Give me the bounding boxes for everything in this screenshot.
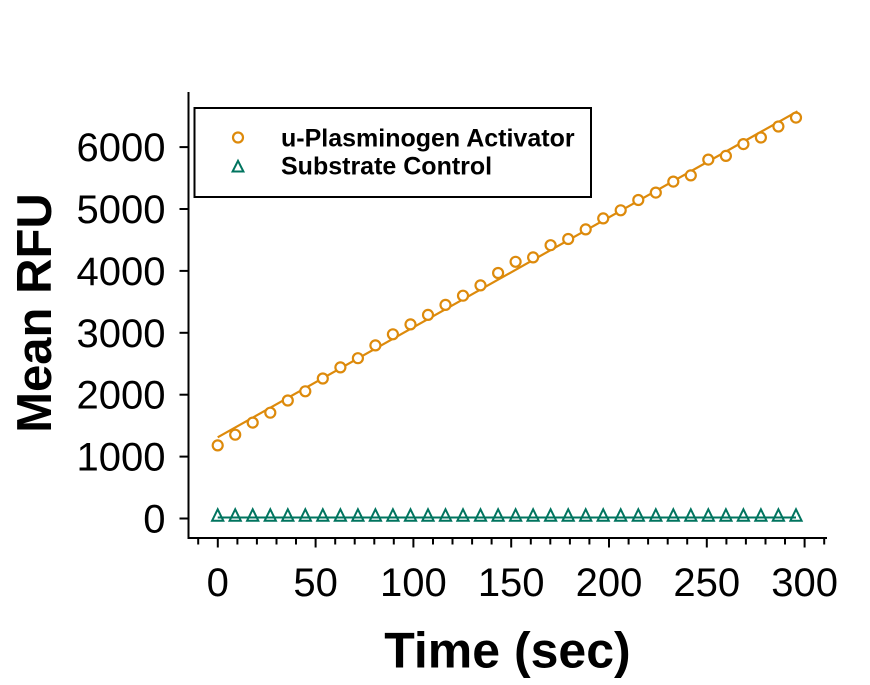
svg-text:u-Plasminogen Activator: u-Plasminogen Activator	[281, 125, 575, 153]
svg-text:Substrate Control: Substrate Control	[281, 153, 492, 181]
svg-text:5000: 5000	[77, 188, 166, 232]
svg-text:Time (sec): Time (sec)	[384, 623, 630, 679]
svg-text:2000: 2000	[77, 374, 166, 418]
svg-text:300: 300	[771, 561, 838, 605]
svg-text:250: 250	[673, 561, 740, 605]
svg-text:6000: 6000	[77, 126, 166, 170]
svg-text:100: 100	[380, 561, 447, 605]
svg-text:150: 150	[478, 561, 545, 605]
svg-text:1000: 1000	[77, 436, 166, 480]
svg-text:4000: 4000	[77, 250, 166, 294]
svg-text:50: 50	[293, 561, 338, 605]
svg-text:Mean RFU: Mean RFU	[8, 193, 62, 433]
svg-text:200: 200	[576, 561, 643, 605]
svg-text:3000: 3000	[77, 312, 166, 356]
svg-text:0: 0	[207, 561, 229, 605]
svg-text:0: 0	[143, 498, 165, 542]
